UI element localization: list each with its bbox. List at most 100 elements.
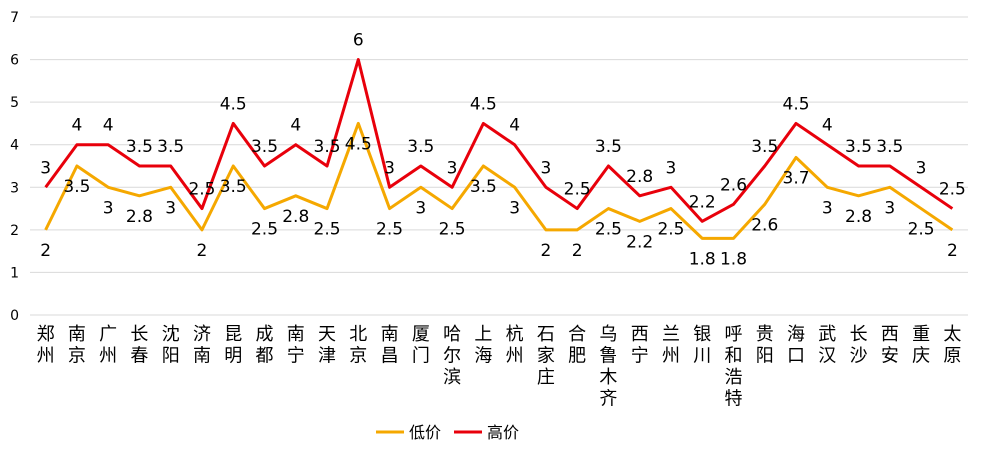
x-tick-char: 原 (943, 346, 961, 367)
data-label: 3 (666, 158, 677, 178)
x-tick-char: 春 (130, 346, 148, 367)
data-label: 2.5 (595, 220, 622, 240)
data-label: 2 (40, 241, 51, 261)
data-label: 2.5 (376, 220, 403, 240)
data-label: 3.5 (157, 137, 184, 157)
x-tick-char: 南 (68, 324, 86, 345)
data-label: 3 (103, 198, 114, 218)
x-tick-char: 肥 (568, 346, 586, 367)
x-tick-label: 南京 (68, 324, 86, 367)
data-label: 3.5 (845, 137, 872, 157)
x-tick-char: 州 (37, 346, 55, 367)
y-tick-label: 1 (10, 265, 19, 281)
x-tick-char: 海 (787, 324, 805, 345)
x-tick-label: 长春 (130, 324, 148, 367)
x-tick-char: 上 (474, 324, 492, 345)
x-tick-char: 海 (474, 346, 492, 367)
data-label: 4 (509, 116, 520, 136)
x-tick-char: 兰 (662, 324, 680, 345)
x-tick-char: 沙 (850, 346, 868, 367)
data-label: 2.5 (314, 220, 341, 240)
data-label: 4 (71, 116, 82, 136)
x-tick-label: 哈尔滨 (443, 324, 461, 388)
x-tick-char: 昌 (381, 346, 399, 367)
x-tick-char: 长 (850, 324, 868, 345)
x-tick-char: 明 (224, 346, 242, 367)
x-tick-char: 齐 (599, 389, 617, 410)
x-axis-ticks: 郑州南京广州长春沈阳济南昆明成都南宁天津北京南昌厦门哈尔滨上海杭州石家庄合肥乌鲁… (37, 324, 962, 410)
x-tick-label: 厦门 (412, 324, 430, 367)
x-tick-char: 家 (537, 346, 555, 367)
y-tick-label: 2 (10, 223, 19, 239)
data-label: 4 (103, 116, 114, 136)
x-tick-char: 木 (599, 367, 617, 388)
x-tick-char: 京 (349, 346, 367, 367)
x-tick-char: 天 (318, 324, 336, 345)
data-label: 3 (884, 198, 895, 218)
data-label: 1.8 (720, 249, 747, 269)
x-tick-char: 杭 (506, 324, 524, 345)
x-tick-char: 阳 (162, 346, 180, 367)
legend-label-0: 低价 (409, 423, 441, 442)
data-label: 3.5 (595, 137, 622, 157)
data-label: 3.5 (220, 177, 247, 197)
data-label: 2.8 (126, 207, 153, 227)
data-label: 2.5 (939, 180, 966, 200)
legend-label-1: 高价 (487, 423, 519, 442)
x-tick-char: 鲁 (599, 346, 617, 367)
x-tick-char: 合 (568, 324, 586, 345)
x-tick-label: 沈阳 (162, 324, 180, 367)
x-tick-char: 成 (256, 324, 274, 345)
data-label: 3 (384, 158, 395, 178)
x-tick-char: 汉 (818, 346, 836, 367)
data-label: 2.6 (720, 175, 747, 195)
y-tick-label: 6 (10, 53, 19, 69)
data-label: 2.2 (626, 232, 653, 252)
x-tick-char: 西 (631, 324, 649, 345)
data-label: 3 (540, 158, 551, 178)
x-tick-char: 特 (725, 389, 743, 410)
x-tick-label: 重庆 (912, 324, 930, 367)
x-tick-label: 武汉 (818, 324, 836, 367)
data-label: 3 (916, 158, 927, 178)
x-tick-char: 银 (693, 324, 711, 345)
x-tick-char: 州 (506, 346, 524, 367)
data-label: 4.5 (345, 134, 372, 154)
x-tick-char: 门 (412, 346, 430, 367)
data-label: 3.7 (783, 168, 810, 188)
x-tick-char: 滨 (443, 367, 461, 388)
x-tick-char: 宁 (287, 346, 305, 367)
data-label: 3 (822, 198, 833, 218)
y-tick-label: 5 (10, 95, 19, 111)
x-tick-label: 贵阳 (756, 324, 774, 367)
x-tick-label: 合肥 (568, 324, 586, 367)
x-tick-char: 京 (68, 346, 86, 367)
x-tick-char: 北 (349, 324, 367, 345)
x-tick-char: 武 (818, 324, 836, 345)
data-label: 6 (353, 31, 364, 51)
data-label: 4.5 (470, 94, 497, 114)
data-label: 4.5 (220, 94, 247, 114)
x-tick-label: 西宁 (631, 324, 649, 367)
legend: 低价 高价 (376, 423, 519, 442)
data-label: 2 (197, 241, 208, 261)
x-tick-char: 济 (193, 324, 211, 345)
data-label: 3.5 (63, 177, 90, 197)
data-label: 3 (40, 158, 51, 178)
y-tick-label: 0 (10, 308, 19, 324)
x-tick-char: 长 (130, 324, 148, 345)
data-label: 2.5 (564, 180, 591, 200)
data-label: 3.5 (470, 177, 497, 197)
x-tick-label: 南宁 (287, 324, 305, 367)
x-tick-label: 济南 (193, 324, 211, 367)
data-label: 2.8 (282, 207, 309, 227)
data-label: 3.5 (407, 137, 434, 157)
x-tick-char: 呼 (725, 324, 743, 345)
x-tick-char: 川 (693, 346, 711, 367)
data-label: 2.8 (626, 167, 653, 187)
x-tick-label: 上海 (474, 324, 492, 367)
x-tick-char: 安 (881, 346, 899, 367)
